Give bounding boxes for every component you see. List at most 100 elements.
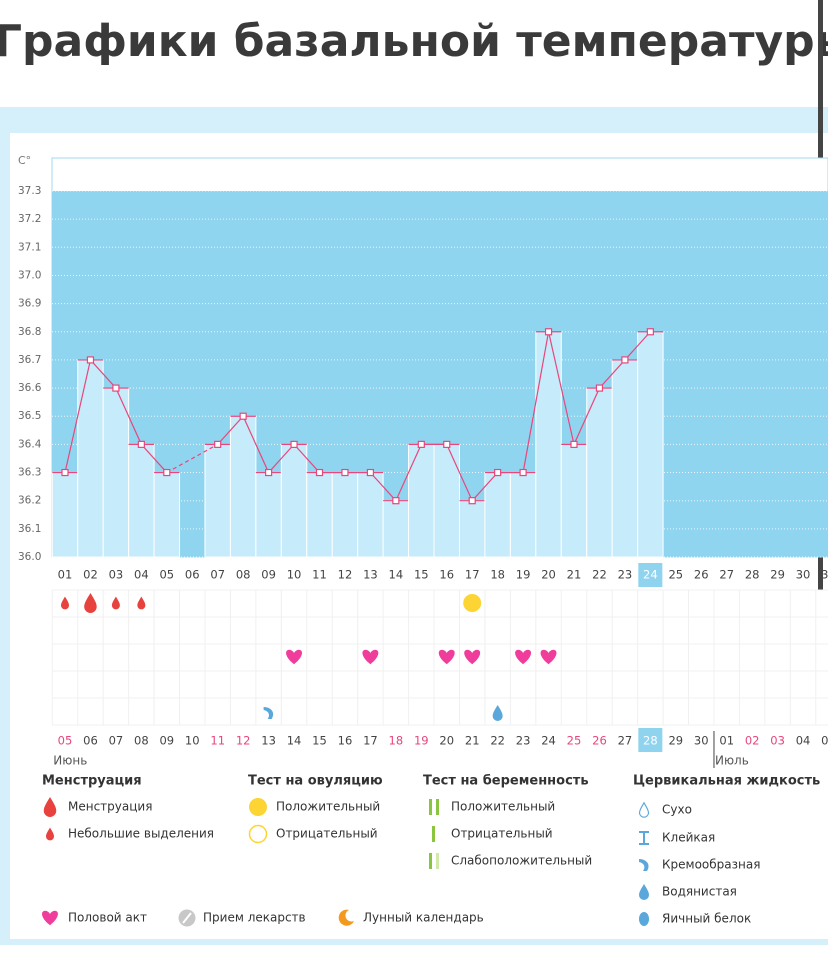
legend-label: Половой акт [68, 911, 147, 925]
date-label: 05 [58, 734, 73, 748]
date-label: 16 [338, 734, 353, 748]
drop-watery [492, 705, 503, 721]
y-tick-label: 36.1 [18, 523, 41, 535]
moon [338, 909, 354, 926]
legend-label: Положительный [451, 800, 555, 814]
legend-label: Положительный [276, 800, 380, 814]
x-tick-label: 06 [185, 568, 200, 582]
x-tick-label: 20 [541, 568, 556, 582]
y-unit: C° [18, 154, 31, 167]
month-label: Июль [715, 754, 749, 768]
bar-green [429, 799, 432, 815]
point [214, 440, 222, 448]
legend-label: Клейкая [662, 831, 715, 845]
x-tick-label: 18 [490, 568, 505, 582]
bar [229, 415, 257, 558]
x-tick-label: 11 [312, 568, 327, 582]
pill-slash [182, 912, 192, 924]
heart [515, 649, 532, 665]
y-tick-label: 36.2 [18, 495, 41, 507]
x-tick-label: 02 [83, 568, 98, 582]
x-tick-label: 22 [592, 568, 607, 582]
date-label: 25 [567, 734, 582, 748]
icon [42, 910, 58, 926]
legend-label: Отрицательный [451, 827, 553, 841]
y-tick-label: 37.3 [18, 185, 41, 197]
drop-big [84, 593, 97, 613]
x-tick-label: 07 [210, 568, 225, 582]
date-label: 24 [541, 734, 556, 748]
creamy [263, 707, 274, 719]
x-tick-label: 08 [236, 568, 251, 582]
x-tick-label: 05 [159, 568, 174, 582]
x-tick-label: 09 [261, 568, 276, 582]
drop-small [111, 596, 120, 610]
legend-group-title: Цервикальная жидкость [633, 774, 820, 789]
icon [438, 649, 455, 665]
point [621, 356, 629, 364]
bar [560, 443, 588, 558]
heart [286, 649, 303, 665]
icon [61, 596, 69, 610]
bar [535, 331, 562, 558]
date-label: 15 [312, 734, 327, 748]
drop-outline [638, 801, 650, 818]
bar [382, 500, 410, 558]
date-label: 29 [668, 734, 683, 748]
heart [464, 649, 481, 665]
bar [204, 443, 231, 558]
x-tick-label: 19 [516, 568, 531, 582]
date-label: 01 [719, 734, 734, 748]
icon [429, 799, 439, 815]
y-tick-label: 37.0 [18, 269, 41, 281]
x-tick-label: 13 [363, 568, 378, 582]
month-label: Июнь [53, 754, 87, 768]
point [519, 468, 527, 477]
point [494, 468, 502, 477]
icon [46, 827, 54, 841]
point [392, 497, 400, 505]
bar-green [432, 826, 435, 842]
heart [362, 649, 379, 665]
date-label: 04 [796, 734, 811, 748]
x-tick-label: 12 [338, 568, 353, 582]
bar [509, 472, 537, 558]
icon [639, 912, 649, 926]
drop-small [137, 596, 146, 610]
circle-yellow [463, 594, 482, 612]
heart [42, 910, 58, 926]
x-tick-label: 27 [719, 568, 734, 582]
y-tick-label: 36.8 [18, 326, 41, 338]
icon [515, 649, 532, 665]
point [366, 468, 374, 477]
point [265, 468, 273, 477]
date-label: 03 [770, 734, 785, 748]
x-tick-label: 03 [109, 568, 124, 582]
legend-label: Небольшие выделения [68, 827, 214, 841]
bar [128, 443, 155, 558]
legend-label: Слабоположительный [451, 854, 592, 868]
date-label: 26 [592, 734, 607, 748]
circle-empty [248, 824, 268, 844]
date-label: 17 [363, 734, 378, 748]
icon [464, 649, 481, 665]
point [544, 328, 553, 336]
bar [433, 443, 460, 558]
x-tick-label: 15 [414, 568, 429, 582]
icon [111, 596, 120, 610]
point [290, 440, 298, 448]
x-tick-label: 30 [796, 568, 811, 582]
bar [484, 472, 511, 558]
bar [77, 359, 104, 558]
legend-group-title: Тест на овуляцию [248, 774, 383, 789]
drop-watery [639, 884, 649, 900]
point [341, 468, 349, 477]
x-tick-label: 25 [668, 568, 683, 582]
creamy [639, 859, 649, 871]
icon [263, 707, 274, 719]
point [646, 328, 654, 336]
point [86, 356, 95, 364]
icon [248, 824, 268, 844]
egg-white [639, 912, 649, 926]
x-tick-label: 23 [618, 568, 633, 582]
